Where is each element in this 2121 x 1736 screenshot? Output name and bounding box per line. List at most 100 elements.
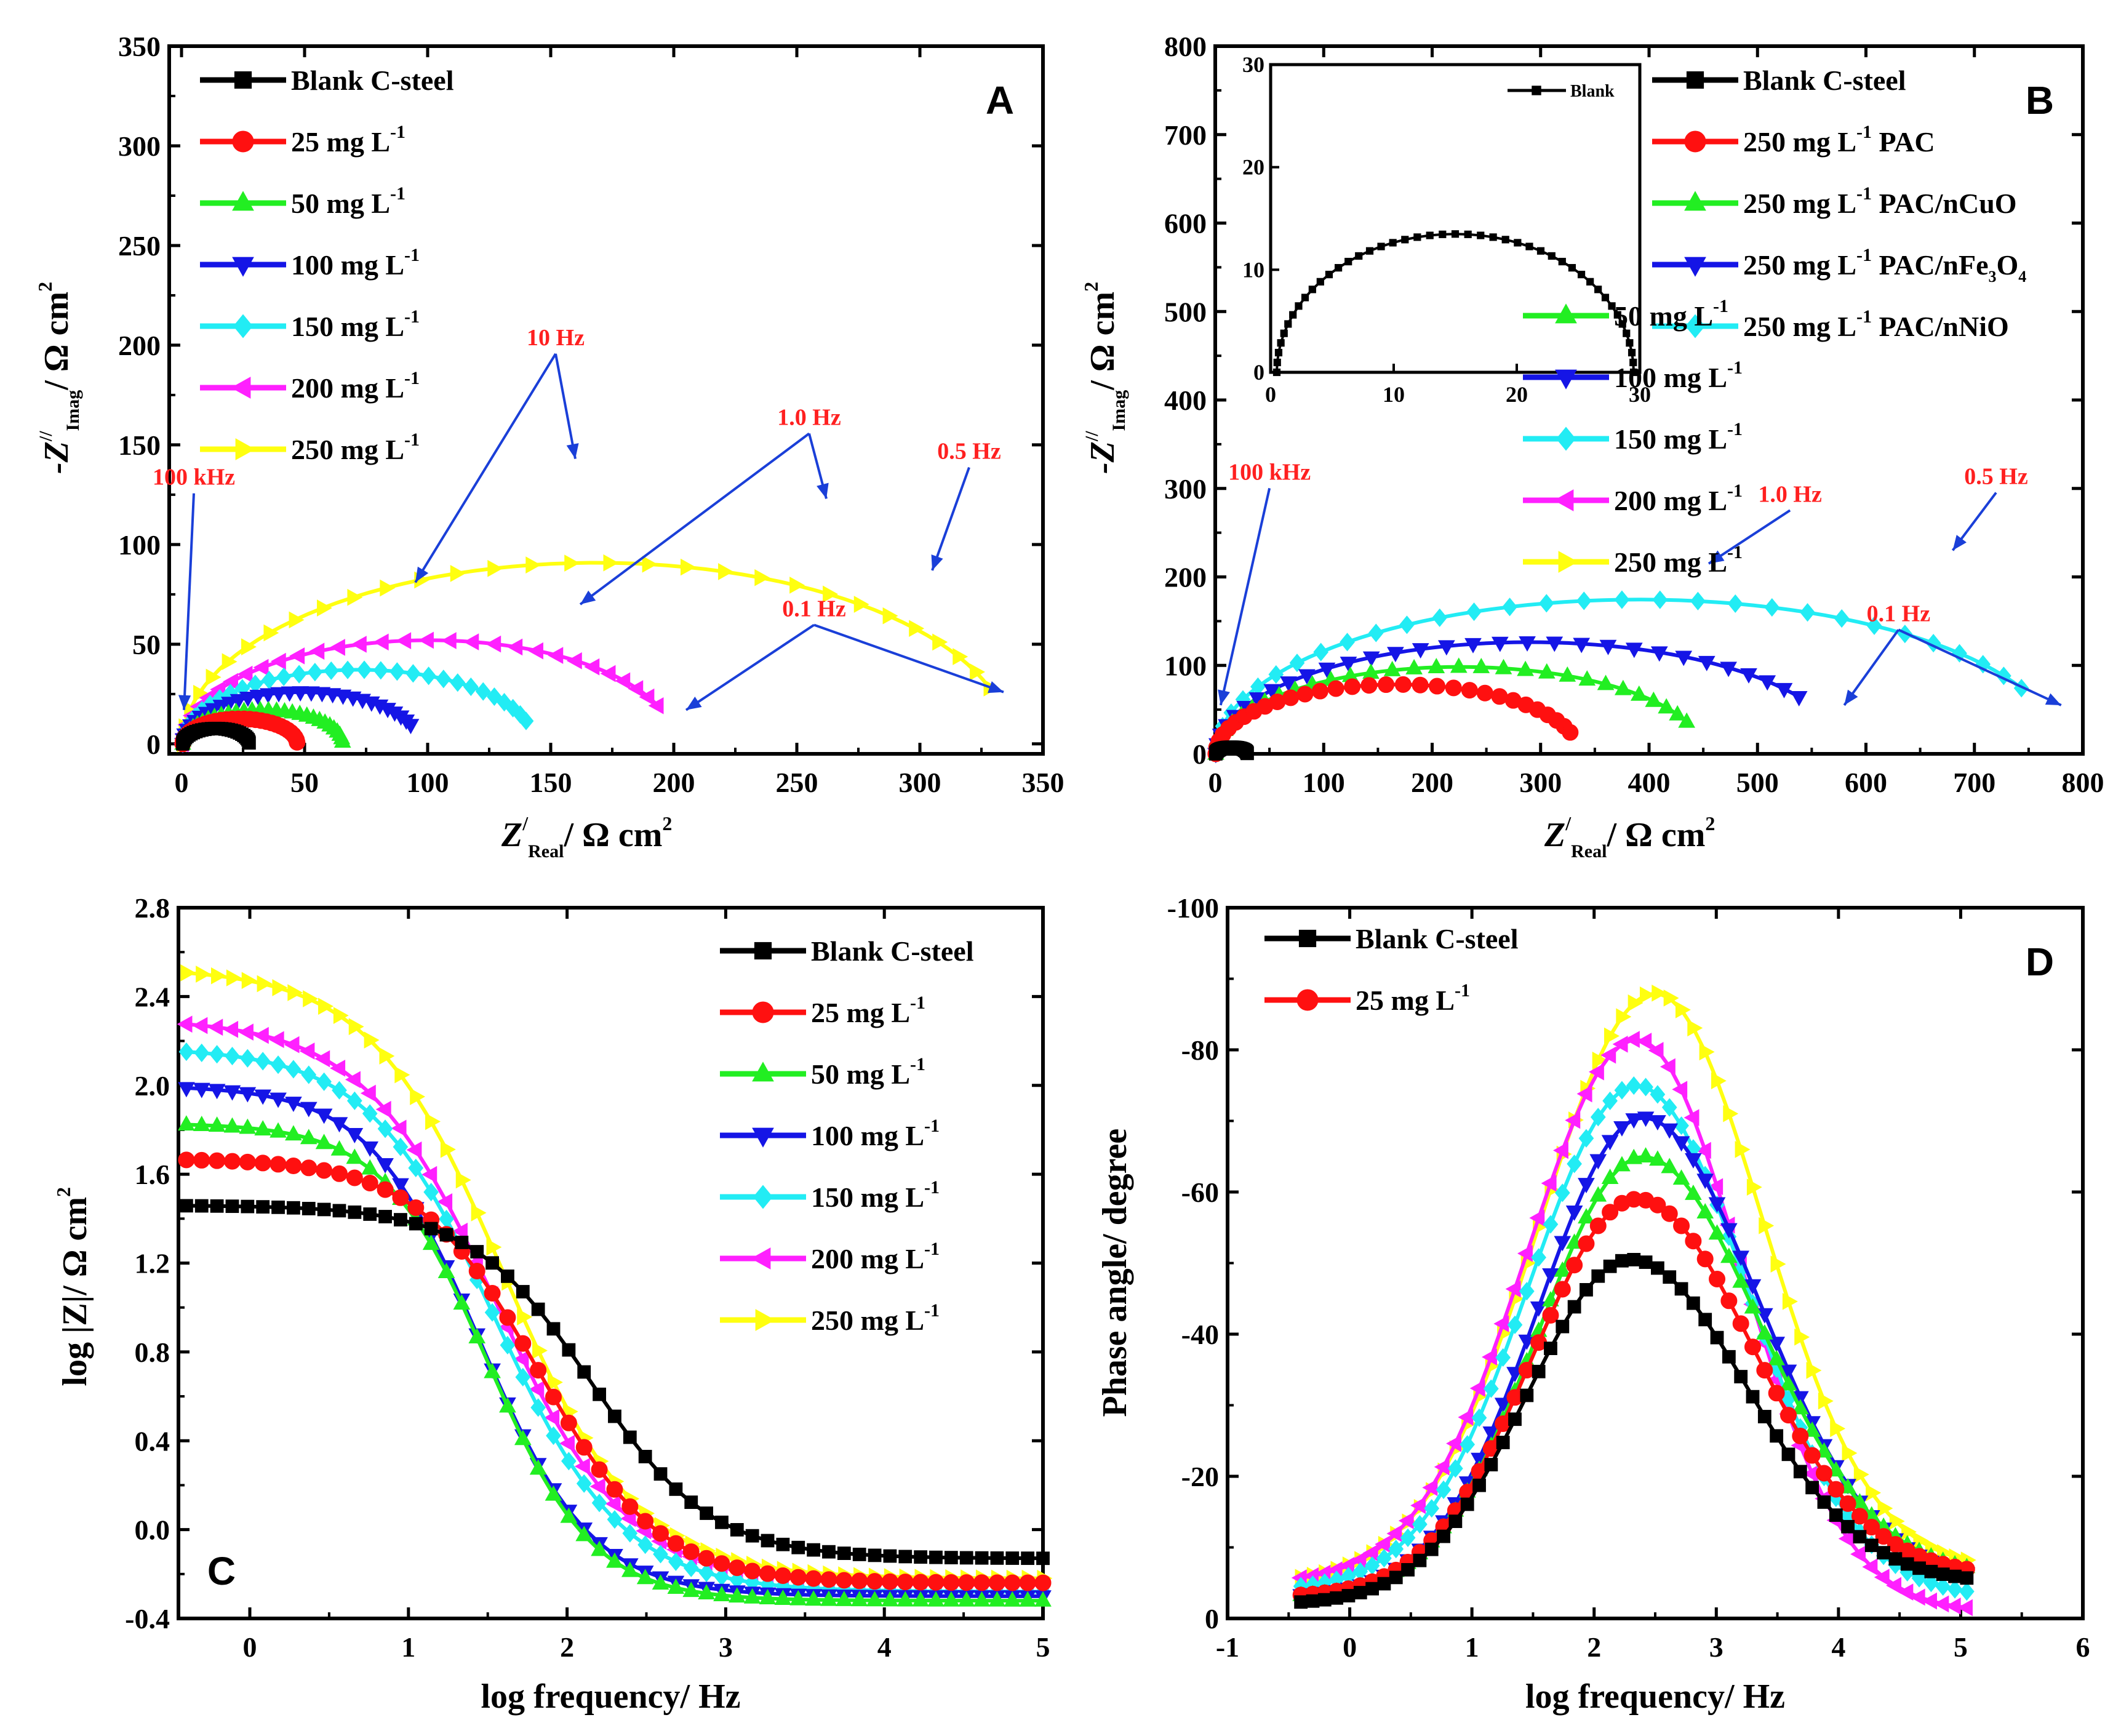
panel-a-annotation-arrow-head: [988, 681, 1004, 694]
panel-c-data-point: [791, 1540, 805, 1554]
panel-b-data-point: [1502, 598, 1517, 617]
panel-d-series-red: [1292, 1191, 1975, 1604]
panel-a-annotation-arrow-head: [686, 697, 702, 710]
panel-c-data-point: [988, 1574, 1005, 1591]
panel-d-data-point: [1853, 1530, 1867, 1544]
panel-a-annotation-arrow-head: [415, 566, 429, 583]
panel-d-legend-marker: [1556, 426, 1576, 451]
panel-b-y-tick-label: 100: [1164, 650, 1207, 681]
panel-c-data-point: [499, 1309, 516, 1326]
panel-c-data-point: [193, 1151, 210, 1169]
panel-d-data-point: [1687, 1019, 1703, 1037]
panel-b-inset-data-point: [1426, 231, 1434, 239]
panel-c-data-point: [636, 1569, 654, 1585]
panel-d-panel-label: D: [2026, 940, 2054, 984]
panel-d-data-point: [1696, 1174, 1714, 1190]
panel-c-data-point: [944, 1551, 958, 1564]
panel-c-data-point: [653, 1467, 668, 1481]
panel-c-data-point: [178, 1151, 195, 1169]
panel-a-legend-label: Blank C-steel: [291, 65, 454, 96]
panel-c-legend-label: 250 mg L-1: [811, 1300, 940, 1336]
panel-c-data-point: [223, 1117, 241, 1133]
panel-b-inset-data-point: [1355, 252, 1363, 260]
panel-a-data-point: [754, 569, 770, 586]
panel-d-data-point: [1746, 1178, 1762, 1196]
panel-b-legend-label: Blank C-steel: [1743, 65, 1906, 96]
panel-b-data-point: [1280, 676, 1297, 692]
panel-a-data-point: [270, 652, 286, 670]
panel-c-data-point: [315, 1134, 333, 1150]
panel-d-data-point: [1624, 1031, 1640, 1048]
panel-a-data-point: [292, 686, 310, 702]
panel-b-data-point: [1517, 660, 1534, 676]
panel-d-data-point: [1734, 1370, 1748, 1383]
panel-c-data-point: [363, 1207, 377, 1221]
panel-c-data-point: [866, 1591, 884, 1607]
panel-b-frequency-annotation: 0.1 Hz: [1867, 601, 1931, 626]
panel-b-data-point: [1720, 662, 1737, 678]
panel-a-data-point: [263, 624, 279, 642]
panel-c-data-point: [178, 1042, 194, 1062]
panel-a-annotation-arrow: [813, 623, 1004, 694]
panel-a-y-tick-label: 0: [146, 729, 161, 760]
panel-d-data-point: [1590, 1108, 1606, 1127]
panel-d-data-point: [1589, 1186, 1607, 1202]
panel-b-data-point: [1495, 658, 1512, 674]
panel-b-inset-data-point: [1608, 302, 1616, 310]
panel-c-data-point: [285, 1125, 302, 1141]
panel-c-data-point: [439, 1228, 453, 1242]
panel-a-data-point: [970, 663, 986, 681]
panel-b-data-point: [1866, 616, 1882, 635]
panel-c-data-point: [745, 1529, 759, 1543]
panel-d-data-point: [1803, 1421, 1821, 1437]
panel-c-data-point: [730, 1522, 744, 1537]
panel-c-data-point: [805, 1570, 822, 1587]
panel-b-data-point: [1476, 684, 1493, 702]
panel-c-data-point: [606, 1481, 623, 1498]
panel-c-data-point: [776, 1537, 790, 1551]
panel-c-data-point: [409, 1217, 423, 1231]
panel-c-data-point: [211, 967, 226, 985]
panel-c-data-point: [836, 1572, 853, 1589]
panel-b-data-point: [1445, 679, 1462, 697]
panel-b-data-point: [1340, 633, 1355, 652]
panel-d-data-point: [1614, 1081, 1630, 1100]
panel-d-legend-marker: [1558, 551, 1578, 573]
panel-d-data-point: [1889, 1513, 1905, 1530]
panel-c-data-point: [484, 1303, 500, 1322]
panel-b-data-point: [1597, 674, 1615, 690]
panel-d-x-tick-label: 2: [1587, 1631, 1601, 1663]
panel-b-inset-y-tick-label: 10: [1242, 257, 1264, 282]
panel-c-data-point: [423, 1183, 439, 1202]
panel-b-legend-label: 250 mg L-1 PAC/nCuO: [1743, 183, 2017, 219]
panel-c-data-point: [317, 1202, 331, 1217]
panel-d-data-point: [1565, 1206, 1583, 1221]
panel-d-legend-marker: [1298, 929, 1317, 948]
panel-d-data-point: [1935, 1577, 1951, 1596]
panel-d-data-point: [1612, 1035, 1628, 1053]
panel-c-data-point: [330, 1165, 348, 1182]
panel-c-series-red: [178, 1151, 1052, 1591]
panel-d-data-point: [1578, 1129, 1594, 1148]
panel-a-legend-marker: [232, 257, 254, 277]
panel-d-data-point: [1839, 1495, 1856, 1512]
panel-a-y-tick-label: 250: [118, 230, 161, 262]
panel-d-data-point: [1792, 1427, 1809, 1444]
panel-d-data-point: [1341, 1589, 1356, 1602]
panel-d-x-tick-label: 5: [1954, 1631, 1968, 1663]
panel-d-data-point: [1448, 1459, 1463, 1478]
panel-d-data-point: [1794, 1328, 1810, 1346]
panel-d-data-point: [1696, 1250, 1714, 1268]
panel-a-annotation-arrow-head: [178, 695, 191, 710]
panel-b-legend-marker: [1684, 191, 1706, 211]
panel-c-data-point: [332, 1081, 347, 1100]
panel-c-data-point: [406, 1141, 422, 1159]
panel-a-data-point: [505, 698, 521, 718]
panel-b-data-point: [1360, 677, 1378, 694]
panel-d-data-point: [1531, 1248, 1546, 1267]
panel-c-data-point: [241, 972, 257, 990]
panel-d-legend-label: 100 mg L-1: [1614, 358, 1743, 393]
panel-a-data-point: [564, 554, 580, 572]
